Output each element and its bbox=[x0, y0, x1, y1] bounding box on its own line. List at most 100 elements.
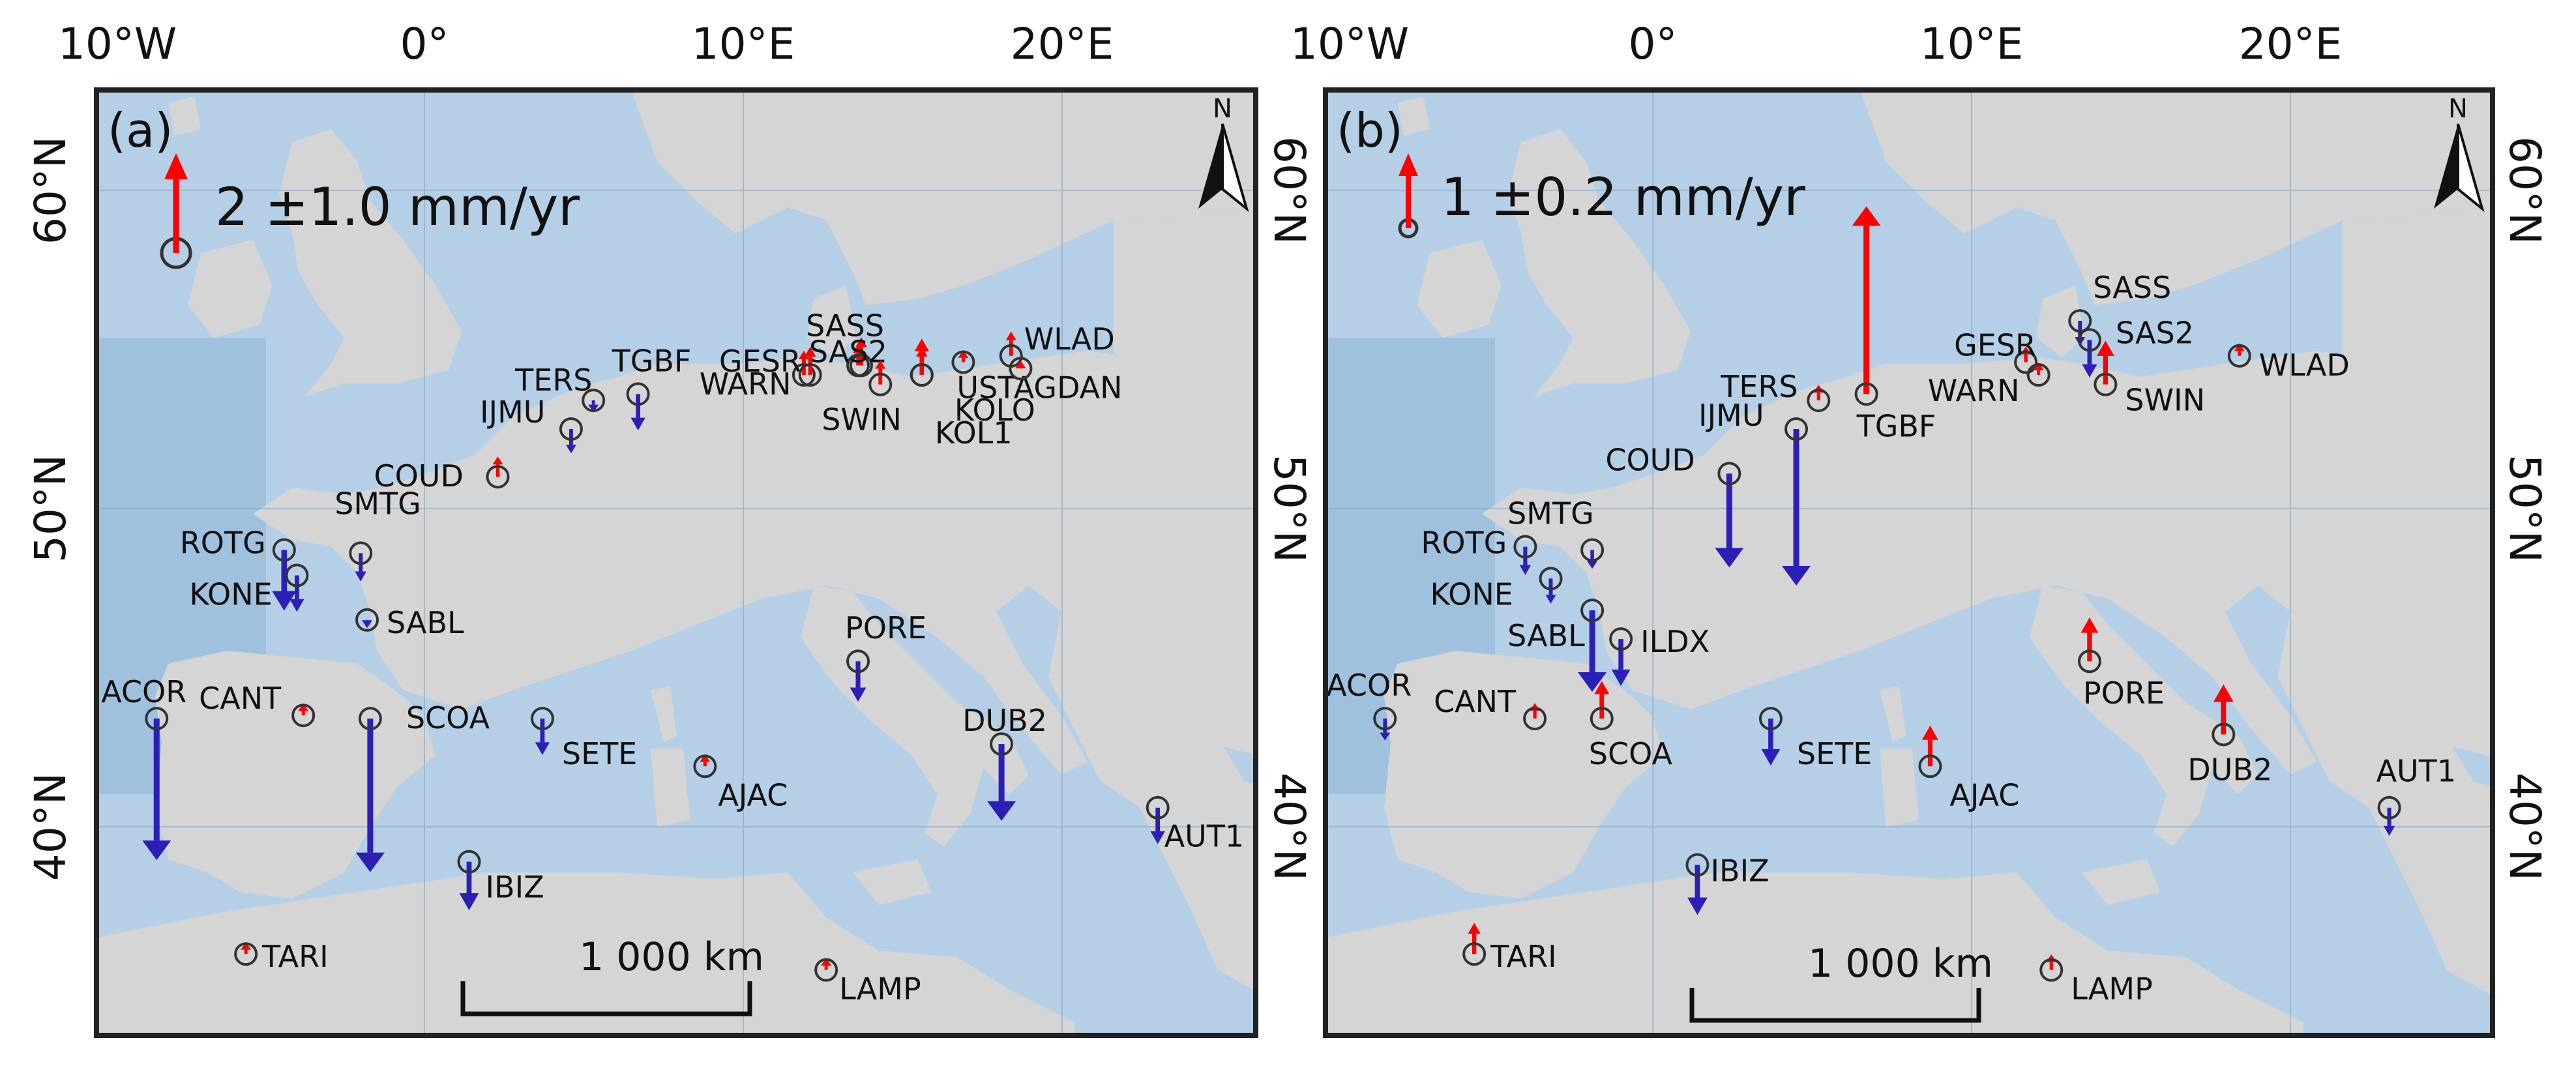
uncertainty-circle bbox=[145, 707, 169, 731]
velocity-arrow-head bbox=[821, 958, 832, 966]
station-rotg: ROTG bbox=[180, 525, 297, 611]
station-acor: ACOR bbox=[1326, 668, 1412, 741]
station-label: SASS bbox=[806, 308, 884, 343]
velocity-arrow-head bbox=[850, 687, 866, 702]
velocity-arrow-head bbox=[272, 591, 297, 611]
lat-label-40n: 40°N bbox=[2500, 773, 2550, 881]
station-label: TERS bbox=[1720, 369, 1798, 404]
uncertainty-circle bbox=[582, 389, 606, 413]
uncertainty-circle bbox=[2212, 722, 2236, 747]
station-label: WARN bbox=[700, 366, 792, 402]
velocity-arrow-head bbox=[289, 599, 304, 612]
uncertainty-circle bbox=[530, 707, 554, 731]
velocity-arrow-head bbox=[1594, 681, 1610, 694]
uncertainty-circle bbox=[951, 350, 975, 374]
velocity-arrow-head bbox=[2383, 825, 2395, 836]
velocity-arrow-head bbox=[987, 801, 1016, 821]
station-label: SMTG bbox=[334, 486, 421, 521]
velocity-arrow-head bbox=[492, 456, 503, 465]
station-tari: TARI bbox=[234, 939, 329, 974]
station-label: CANT bbox=[199, 681, 282, 716]
uncertainty-circle bbox=[1854, 382, 1878, 406]
uncertainty-circle bbox=[990, 732, 1014, 756]
station-lamp: LAMP bbox=[814, 958, 921, 1007]
station-sas2: SAS2 bbox=[809, 334, 887, 378]
station-label: KONE bbox=[189, 576, 272, 612]
station-sas2: SAS2 bbox=[2077, 315, 2194, 378]
velocity-arrow-head bbox=[2033, 362, 2044, 370]
station-ildx: ILDX bbox=[1609, 624, 1710, 687]
station-label: CANT bbox=[1434, 684, 1517, 719]
velocity-arrow-head bbox=[700, 754, 711, 762]
station-label: SASS bbox=[2093, 270, 2171, 305]
scale-bar-label: 1 000 km bbox=[579, 934, 764, 980]
uncertainty-circle bbox=[1918, 754, 1942, 779]
north-arrow: N bbox=[1198, 94, 1249, 213]
uncertainty-circle bbox=[1717, 462, 1741, 486]
velocity-arrow-head bbox=[2234, 343, 2245, 351]
lon-label-10e: 10°E bbox=[692, 19, 795, 69]
uncertainty-circle bbox=[798, 363, 822, 387]
uncertainty-circle bbox=[1462, 942, 1487, 966]
station-tgbf: TGBF bbox=[1852, 206, 1936, 443]
station-warn: WARN bbox=[1928, 362, 2050, 408]
station-pore: PORE bbox=[2077, 617, 2165, 711]
scale-bar: 1 000 km bbox=[1689, 941, 1993, 1023]
station-ijmu: IJMU bbox=[1698, 398, 1811, 586]
velocity-arrow-head bbox=[1380, 732, 1391, 741]
station-dub2: DUB2 bbox=[962, 703, 1047, 821]
lat-label-40n: 40°N bbox=[25, 773, 76, 881]
uncertainty-circle bbox=[2077, 328, 2101, 352]
uncertainty-circle bbox=[285, 563, 309, 587]
velocity-arrow-head bbox=[588, 404, 599, 413]
station-label: ROTG bbox=[180, 525, 266, 560]
station-label: TERS bbox=[514, 363, 592, 398]
scale-bar: 1 000 km bbox=[460, 934, 764, 1016]
station-label: SWIN bbox=[2125, 383, 2205, 418]
station-acor: ACOR bbox=[101, 674, 186, 861]
station-smtg: SMTG bbox=[1507, 496, 1605, 569]
velocity-arrow-head bbox=[1852, 206, 1881, 226]
lon-label-10e: 10°E bbox=[1920, 19, 2024, 69]
station-aut1: AUT1 bbox=[1146, 795, 1245, 854]
station-swin: SWIN bbox=[2094, 340, 2205, 418]
station-label: AUT1 bbox=[1164, 819, 1245, 854]
station-kol1: KOL1 bbox=[910, 346, 1013, 451]
lon-label-10w: 10°W bbox=[1290, 19, 1409, 69]
velocity-arrow-head bbox=[459, 893, 479, 911]
uncertainty-circle bbox=[1009, 357, 1033, 381]
uncertainty-circle bbox=[559, 417, 583, 441]
station-lamp: LAMP bbox=[2039, 954, 2153, 1007]
station-label: GDAN bbox=[1033, 370, 1122, 405]
station-label: AJAC bbox=[718, 777, 788, 812]
north-label: N bbox=[2448, 94, 2468, 124]
station-sass: SASS bbox=[806, 308, 884, 378]
uncertainty-circle bbox=[349, 541, 373, 565]
station-label: GESR bbox=[719, 344, 801, 379]
station-scoa: SCOA bbox=[355, 700, 490, 872]
lat-label-60n: 60°N bbox=[1264, 136, 1314, 245]
uncertainty-circle bbox=[2227, 344, 2251, 368]
lat-label-60n: 60°N bbox=[25, 136, 76, 245]
uncertainty-circle bbox=[1146, 795, 1170, 820]
north-arrow: N bbox=[2434, 94, 2485, 213]
station-label: SCOA bbox=[406, 700, 490, 735]
station-label: DUB2 bbox=[2187, 752, 2272, 787]
velocity-arrow-head bbox=[355, 852, 385, 872]
station-pore: PORE bbox=[845, 610, 926, 702]
station-label: KONE bbox=[1430, 576, 1513, 612]
station-label: AJAC bbox=[1949, 777, 2019, 812]
station-label: TGBF bbox=[1856, 408, 1936, 443]
station-label: ACOR bbox=[1326, 668, 1412, 703]
station-gdan: GDAN bbox=[1009, 357, 1123, 405]
uncertainty-circle bbox=[291, 704, 316, 728]
uncertainty-circle bbox=[626, 382, 650, 406]
station-usta: USTA bbox=[951, 349, 1035, 406]
uncertainty-circle bbox=[846, 649, 870, 674]
velocity-arrow-head bbox=[535, 742, 550, 755]
uncertainty-circle bbox=[849, 353, 873, 378]
velocity-arrow-head bbox=[1468, 923, 1481, 934]
uncertainty-circle bbox=[355, 608, 379, 632]
station-label: ILDX bbox=[1640, 624, 1710, 659]
